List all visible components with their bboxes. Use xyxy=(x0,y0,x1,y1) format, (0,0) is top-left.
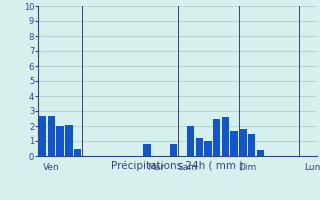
Bar xyxy=(257,150,264,156)
Bar xyxy=(187,126,194,156)
X-axis label: Précipitations 24h ( mm ): Précipitations 24h ( mm ) xyxy=(111,160,244,171)
Bar xyxy=(213,118,220,156)
Bar xyxy=(39,116,46,156)
Bar xyxy=(65,124,73,156)
Bar xyxy=(239,129,246,156)
Bar xyxy=(170,144,177,156)
Bar xyxy=(48,116,55,156)
Text: Ven: Ven xyxy=(43,164,60,172)
Bar xyxy=(74,148,81,156)
Text: Dim: Dim xyxy=(238,164,257,172)
Bar xyxy=(56,126,64,156)
Bar xyxy=(222,117,229,156)
Text: Lun: Lun xyxy=(304,164,320,172)
Bar xyxy=(143,144,151,156)
Bar xyxy=(230,130,238,156)
Bar xyxy=(196,138,203,156)
Text: Mar: Mar xyxy=(147,164,164,172)
Bar xyxy=(248,134,255,156)
Text: Sam: Sam xyxy=(178,164,198,172)
Bar xyxy=(204,141,212,156)
